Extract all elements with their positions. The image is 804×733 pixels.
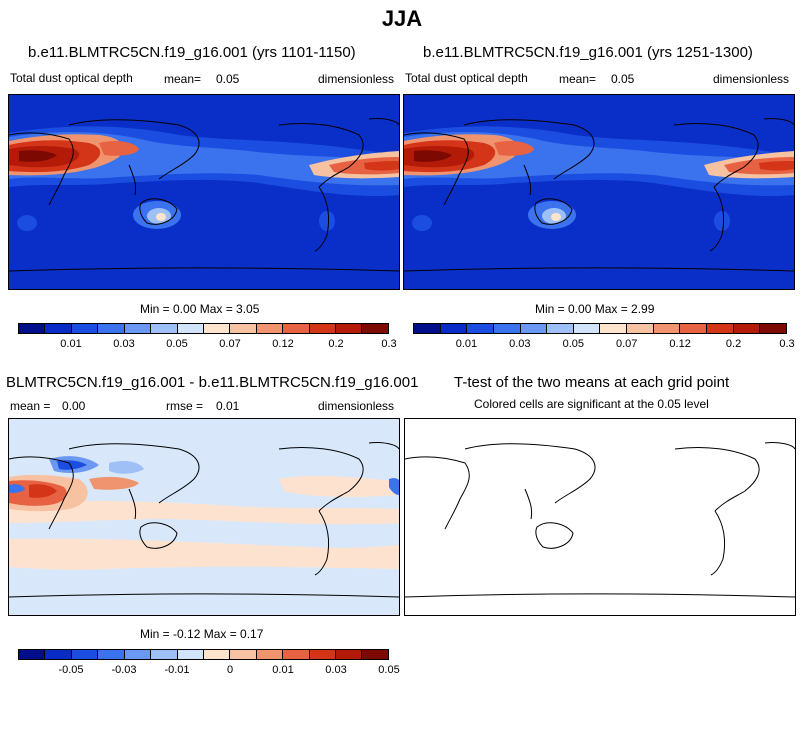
colorbar-swatch [124,324,152,333]
colorbar-tick-label: 0.03 [509,338,531,350]
panel2-map [403,94,795,290]
colorbar-swatch [45,650,72,659]
colorbar-swatch [309,650,337,659]
colorbar-swatch [230,324,257,333]
panel1-minmax: Min = 0.00 Max = 3.05 [140,302,260,316]
colorbar-swatch [520,324,548,333]
colorbar-tick-label: 0.3 [779,338,795,350]
panel3-mean-value: 0.00 [62,399,86,413]
colorbar-tick-label: 0.01 [455,338,478,350]
colorbar-swatch [547,324,574,333]
colorbar-swatch [19,324,46,333]
colorbar-tick-label: 0.07 [615,338,638,350]
colorbar-tick-label: 0.12 [669,338,691,350]
colorbar-tick-label: 0.01 [272,664,294,676]
panel1-colorbar [18,323,389,334]
panel3-rmse-value: 0.01 [216,399,240,413]
panel1-mean-label: mean= [164,72,202,86]
panel2-title: b.e11.BLMTRC5CN.f19_g16.001 (yrs 1251-13… [423,44,753,61]
colorbar-swatch [414,324,441,333]
panel2-mean-label: mean= [559,72,597,86]
colorbar-swatch [124,650,152,659]
colorbar-tick-label: 0.12 [272,338,294,350]
colorbar-tick-label: 0.2 [328,338,344,350]
colorbar-swatch [362,650,388,659]
colorbar-swatch [707,324,734,333]
panel1-mean-value: 0.05 [216,72,240,86]
panel3-mean-label: mean = [10,399,51,413]
panel4-title: T-test of the two means at each grid poi… [454,374,730,391]
panel3-units: dimensionless [318,399,395,413]
colorbar-tick-label: 0.01 [60,338,82,350]
colorbar-swatch [151,650,178,659]
colorbar-swatch [600,324,628,333]
colorbar-swatch [98,650,125,659]
colorbar-swatch [19,650,46,659]
panel2-variable-label: Total dust optical depth [405,71,528,85]
panel4-map [404,418,796,616]
colorbar-swatch [151,324,178,333]
colorbar-swatch [309,324,337,333]
colorbar-swatch [283,650,310,659]
panel3-colorbar [18,649,389,660]
colorbar-swatch [45,324,72,333]
colorbar-tick-label: 0.05 [562,338,584,350]
panel1-title: b.e11.BLMTRC5CN.f19_g16.001 (yrs 1101-11… [28,44,356,61]
colorbar-swatch [177,324,204,333]
colorbar-swatch [203,324,231,333]
panel2-units: dimensionless [713,72,790,86]
colorbar-tick-label: 0.05 [378,664,400,676]
panel1-map [8,94,400,290]
colorbar-swatch [98,324,125,333]
colorbar-swatch [230,650,257,659]
colorbar-swatch [71,650,99,659]
colorbar-swatch [336,324,363,333]
colorbar-swatch [653,324,681,333]
panel2-minmax: Min = 0.00 Max = 2.99 [535,302,655,316]
colorbar-swatch [493,324,521,333]
colorbar-swatch [627,324,654,333]
colorbar-tick-label: -0.03 [111,664,137,676]
colorbar-tick-label: 0.03 [113,338,135,350]
colorbar-swatch [467,324,494,333]
panel1-variable-label: Total dust optical depth [10,71,133,85]
colorbar-swatch [362,324,388,333]
panel3-map [8,418,400,616]
colorbar-tick-label: -0.01 [164,664,190,676]
panel1-units: dimensionless [318,72,395,86]
colorbar-swatch [733,324,761,333]
colorbar-swatch [760,324,786,333]
panel4-subtitle: Colored cells are significant at the 0.0… [474,397,709,411]
panel3-title: BLMTRC5CN.f19_g16.001 - b.e11.BLMTRC5CN.… [6,374,419,391]
colorbar-tick-label: 0.3 [381,338,397,350]
colorbar-swatch [71,324,99,333]
colorbar-tick-label: 0.03 [325,664,347,676]
colorbar-swatch [336,650,363,659]
colorbar-swatch [177,650,204,659]
colorbar-tick-label: 0.05 [166,338,188,350]
panel2-mean-value: 0.05 [611,72,635,86]
colorbar-swatch [283,324,310,333]
colorbar-swatch [256,324,284,333]
panel3-minmax: Min = -0.12 Max = 0.17 [140,627,264,641]
figure-title: JJA [381,6,423,31]
colorbar-tick-label: 0.07 [219,338,241,350]
colorbar-swatch [440,324,468,333]
colorbar-swatch [573,324,601,333]
colorbar-tick-label: 0.2 [725,338,742,350]
colorbar-swatch [256,650,284,659]
panel3-rmse-label: rmse = [166,399,204,413]
panel2-colorbar [413,323,787,334]
colorbar-tick-label: 0 [226,664,234,676]
colorbar-tick-label: -0.05 [58,664,84,676]
colorbar-swatch [203,650,231,659]
colorbar-swatch [680,324,708,333]
